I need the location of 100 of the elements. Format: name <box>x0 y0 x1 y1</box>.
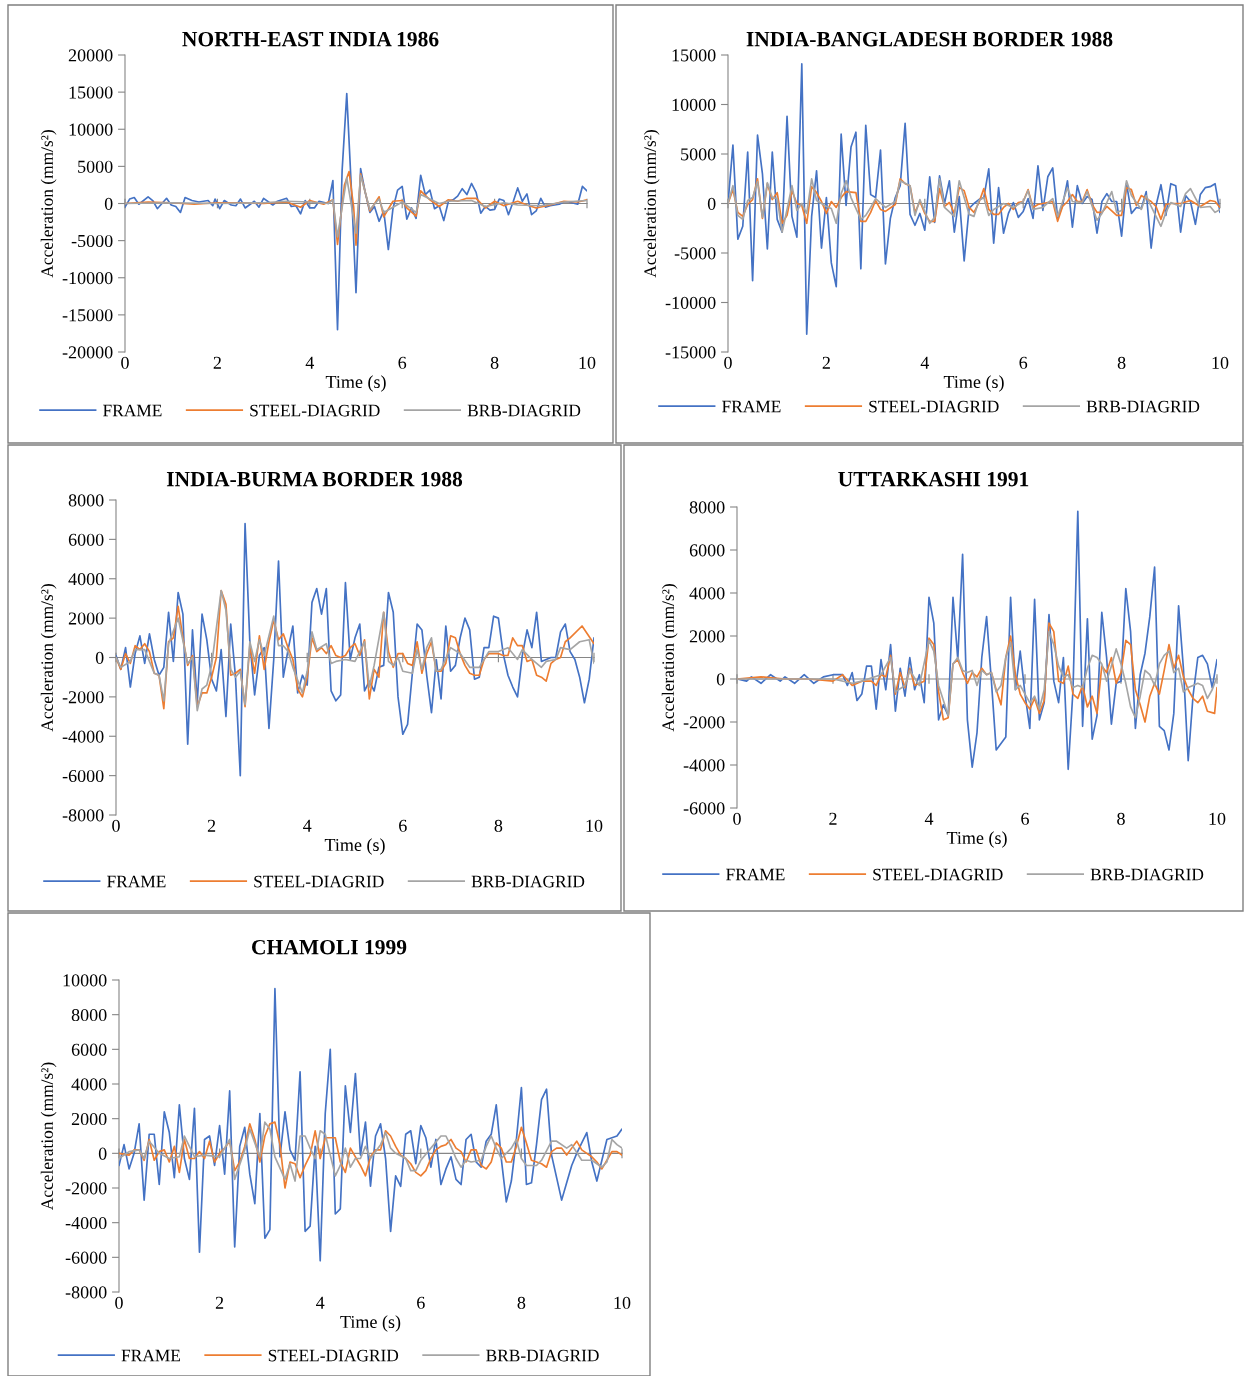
y-tick-label: 0 <box>707 197 716 210</box>
y-tick-label: -4000 <box>62 730 104 743</box>
y-tick-label: -6000 <box>65 1251 107 1264</box>
y-tick-label: 10000 <box>69 123 113 136</box>
y-tick-label: -2000 <box>62 691 104 704</box>
y-tick-label: 6000 <box>71 1043 107 1056</box>
y-tick-label: -4000 <box>65 1216 107 1230</box>
x-tick-label: 0 <box>733 812 741 825</box>
x-tick-label: 2 <box>822 356 830 369</box>
x-tick-label: 8 <box>517 1296 526 1309</box>
y-tick-label: -2000 <box>65 1182 107 1195</box>
x-tick-label: 8 <box>1117 812 1125 825</box>
x-tick-label: 8 <box>490 356 499 369</box>
legend-label: STEEL-DIAGRID <box>268 1349 399 1362</box>
x-tick-label: 4 <box>920 356 930 369</box>
y-tick-label: -6000 <box>62 769 104 783</box>
x-tick-label: 2 <box>829 812 837 825</box>
x-tick-label: 0 <box>115 1296 123 1309</box>
x-tick-label: 2 <box>213 356 221 369</box>
chart-title: INDIA-BANGLADESH BORDER 1988 <box>746 31 1113 47</box>
y-axis-title: Acceleration (mm/s²) <box>40 1062 57 1211</box>
x-tick-label: 4 <box>305 356 315 369</box>
legend-label: BRB-DIAGRID <box>486 1349 599 1362</box>
y-tick-label: 0 <box>716 673 725 686</box>
y-tick-label: 10000 <box>63 974 107 987</box>
x-tick-label: 2 <box>215 1296 224 1309</box>
legend-label: FRAME <box>103 404 162 417</box>
y-axis-title: Acceleration (mm/s²) <box>643 130 660 278</box>
legend-label: BRB-DIAGRID <box>467 404 581 417</box>
legend-label: FRAME <box>722 400 781 413</box>
y-tick-label: 15000 <box>69 86 113 99</box>
legend-label: BRB-DIAGRID <box>1090 868 1204 881</box>
y-tick-label: -8000 <box>62 809 104 822</box>
y-tick-label: -15000 <box>62 309 113 322</box>
x-tick-label: 10 <box>586 819 603 832</box>
y-tick-label: -5000 <box>71 234 113 248</box>
y-tick-label: -8000 <box>65 1286 107 1299</box>
y-tick-label: -5000 <box>674 247 716 260</box>
y-tick-label: 4000 <box>71 1078 107 1091</box>
y-axis-title: Acceleration (mm/s²) <box>40 130 57 278</box>
y-tick-label: -10000 <box>665 296 716 309</box>
y-tick-label: -2000 <box>683 716 725 729</box>
x-tick-label: 4 <box>924 812 934 825</box>
x-tick-label: 6 <box>398 356 407 369</box>
y-tick-label: 20000 <box>68 49 113 62</box>
x-axis-title: Time (s) <box>946 831 1007 848</box>
x-tick-label: 10 <box>579 356 596 369</box>
y-tick-label: -15000 <box>665 346 716 359</box>
x-tick-label: 6 <box>1019 356 1028 369</box>
y-tick-label: 15000 <box>672 49 716 62</box>
x-tick-label: 10 <box>1209 812 1226 825</box>
x-axis-title: Time (s) <box>340 1315 401 1332</box>
y-tick-label: 2000 <box>689 630 725 643</box>
y-tick-label: -6000 <box>683 802 725 815</box>
x-tick-label: 4 <box>316 1296 325 1309</box>
y-axis-title: Acceleration (mm/s²) <box>661 584 678 732</box>
x-tick-label: 6 <box>417 1296 425 1309</box>
x-tick-label: 10 <box>614 1296 631 1309</box>
y-tick-label: 8000 <box>71 1008 107 1022</box>
y-tick-label: 10000 <box>672 98 716 111</box>
y-tick-label: 0 <box>95 651 104 664</box>
y-tick-label: -20000 <box>62 346 113 359</box>
x-tick-label: 6 <box>399 819 407 832</box>
legend-label: STEEL-DIAGRID <box>869 400 999 413</box>
legend-label: FRAME <box>107 875 166 888</box>
legend-label: BRB-DIAGRID <box>1086 400 1200 413</box>
x-tick-label: 2 <box>207 819 216 832</box>
chart-title: NORTH-EAST INDIA 1986 <box>182 31 439 47</box>
x-axis-title: Time (s) <box>325 375 386 392</box>
y-tick-label: 4000 <box>68 573 104 586</box>
y-tick-label: 5000 <box>681 148 716 161</box>
y-tick-label: 5000 <box>78 160 113 173</box>
legend-label: BRB-DIAGRID <box>471 875 585 888</box>
y-tick-label: 8000 <box>68 494 104 507</box>
legend-label: FRAME <box>726 868 785 881</box>
y-tick-label: 6000 <box>689 544 725 557</box>
legend-label: STEEL-DIAGRID <box>254 875 384 888</box>
y-tick-label: 0 <box>104 197 113 210</box>
x-tick-label: 6 <box>1021 812 1029 825</box>
x-tick-label: 8 <box>494 819 503 832</box>
chart-title: INDIA-BURMA BORDER 1988 <box>166 471 463 487</box>
x-axis-title: Time (s) <box>943 375 1004 392</box>
y-tick-label: 2000 <box>68 612 104 625</box>
x-tick-label: 0 <box>121 356 129 369</box>
y-tick-label: 6000 <box>68 533 104 546</box>
y-tick-label: 8000 <box>689 501 725 514</box>
legend-label: STEEL-DIAGRID <box>250 404 380 417</box>
legend-label: FRAME <box>121 1349 181 1362</box>
y-tick-label: 0 <box>98 1147 107 1160</box>
x-tick-label: 8 <box>1117 356 1126 369</box>
x-tick-label: 10 <box>1212 356 1229 369</box>
legend-label: STEEL-DIAGRID <box>873 868 1003 881</box>
chart-title: UTTARKASHI 1991 <box>838 471 1029 487</box>
y-tick-label: 2000 <box>71 1112 107 1126</box>
chart-title: CHAMOLI 1999 <box>252 939 407 955</box>
y-tick-label: 4000 <box>689 587 725 600</box>
y-axis-title: Acceleration (mm/s²) <box>40 584 57 732</box>
y-tick-label: -10000 <box>62 272 113 285</box>
y-tick-label: -4000 <box>683 759 725 772</box>
x-axis-title: Time (s) <box>324 838 385 855</box>
